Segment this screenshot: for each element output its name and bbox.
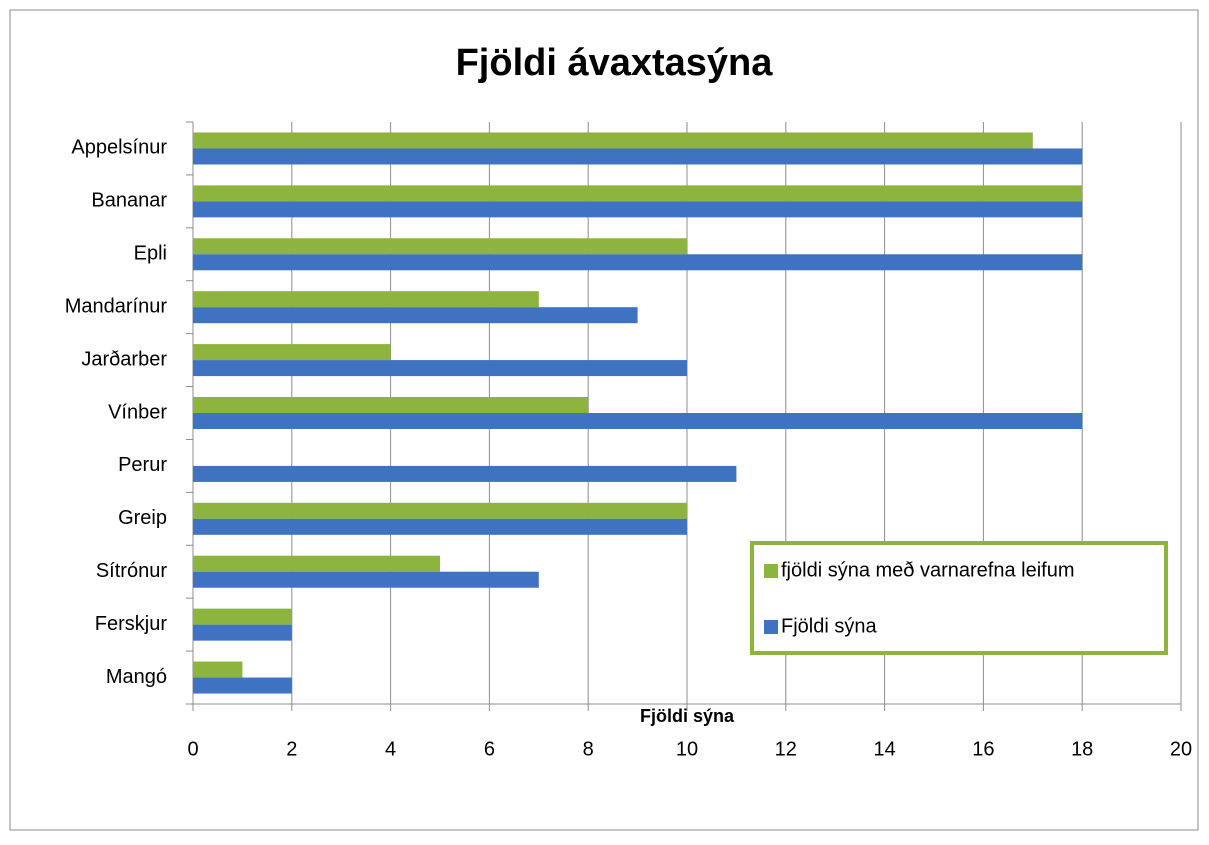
y-tick-label: Greip xyxy=(118,507,167,529)
bar xyxy=(193,555,440,572)
bar xyxy=(193,571,539,588)
x-tick-label: 2 xyxy=(286,738,297,760)
x-tick-label: 14 xyxy=(873,738,895,760)
chart-title: Fjöldi ávaxtasýna xyxy=(456,42,774,84)
bar xyxy=(193,624,292,641)
bar xyxy=(193,677,292,694)
y-tick-label: Mangó xyxy=(106,666,167,688)
y-tick-label: Bananar xyxy=(91,190,167,212)
x-tick-label: 20 xyxy=(1170,738,1192,760)
x-tick-label: 18 xyxy=(1071,738,1093,760)
y-tick-label: Ferskjur xyxy=(95,613,168,635)
bar xyxy=(193,397,589,413)
y-tick-label: Jarðarber xyxy=(81,348,167,370)
legend-label: fjöldi sýna með varnarefna leifum xyxy=(781,559,1074,581)
bar xyxy=(193,661,243,678)
x-tick-label: 12 xyxy=(775,738,797,760)
bar xyxy=(193,360,687,377)
bar xyxy=(193,465,737,482)
y-tick-label: Sítrónur xyxy=(96,560,167,582)
y-tick-label: Epli xyxy=(134,243,167,265)
bar xyxy=(193,413,1083,429)
bar xyxy=(193,518,687,535)
x-tick-label: 10 xyxy=(676,738,698,760)
x-tick-label: 8 xyxy=(583,738,594,760)
x-tick-label: 16 xyxy=(972,738,994,760)
bar xyxy=(193,502,687,519)
bar xyxy=(193,148,1083,165)
legend-box xyxy=(750,541,1168,655)
bar xyxy=(193,185,1083,202)
bar xyxy=(193,201,1083,218)
y-tick-label: Perur xyxy=(118,454,167,476)
bar xyxy=(193,608,292,625)
bar xyxy=(193,238,687,255)
x-tick-label: 4 xyxy=(385,738,396,760)
bar xyxy=(193,254,1083,271)
bar xyxy=(193,132,1033,149)
x-axis-label: Fjöldi sýna xyxy=(640,706,735,726)
x-tick-label: 0 xyxy=(187,738,198,760)
x-tick-label: 6 xyxy=(484,738,495,760)
y-tick-label: Appelsínur xyxy=(71,137,167,159)
bar xyxy=(193,344,391,361)
legend-swatch xyxy=(764,564,778,578)
legend-label: Fjöldi sýna xyxy=(781,615,877,637)
bar xyxy=(193,307,638,324)
y-tick-label: Vínber xyxy=(108,401,167,423)
legend-swatch xyxy=(764,620,778,634)
bar xyxy=(193,291,539,308)
y-tick-label: Mandarínur xyxy=(65,295,168,317)
